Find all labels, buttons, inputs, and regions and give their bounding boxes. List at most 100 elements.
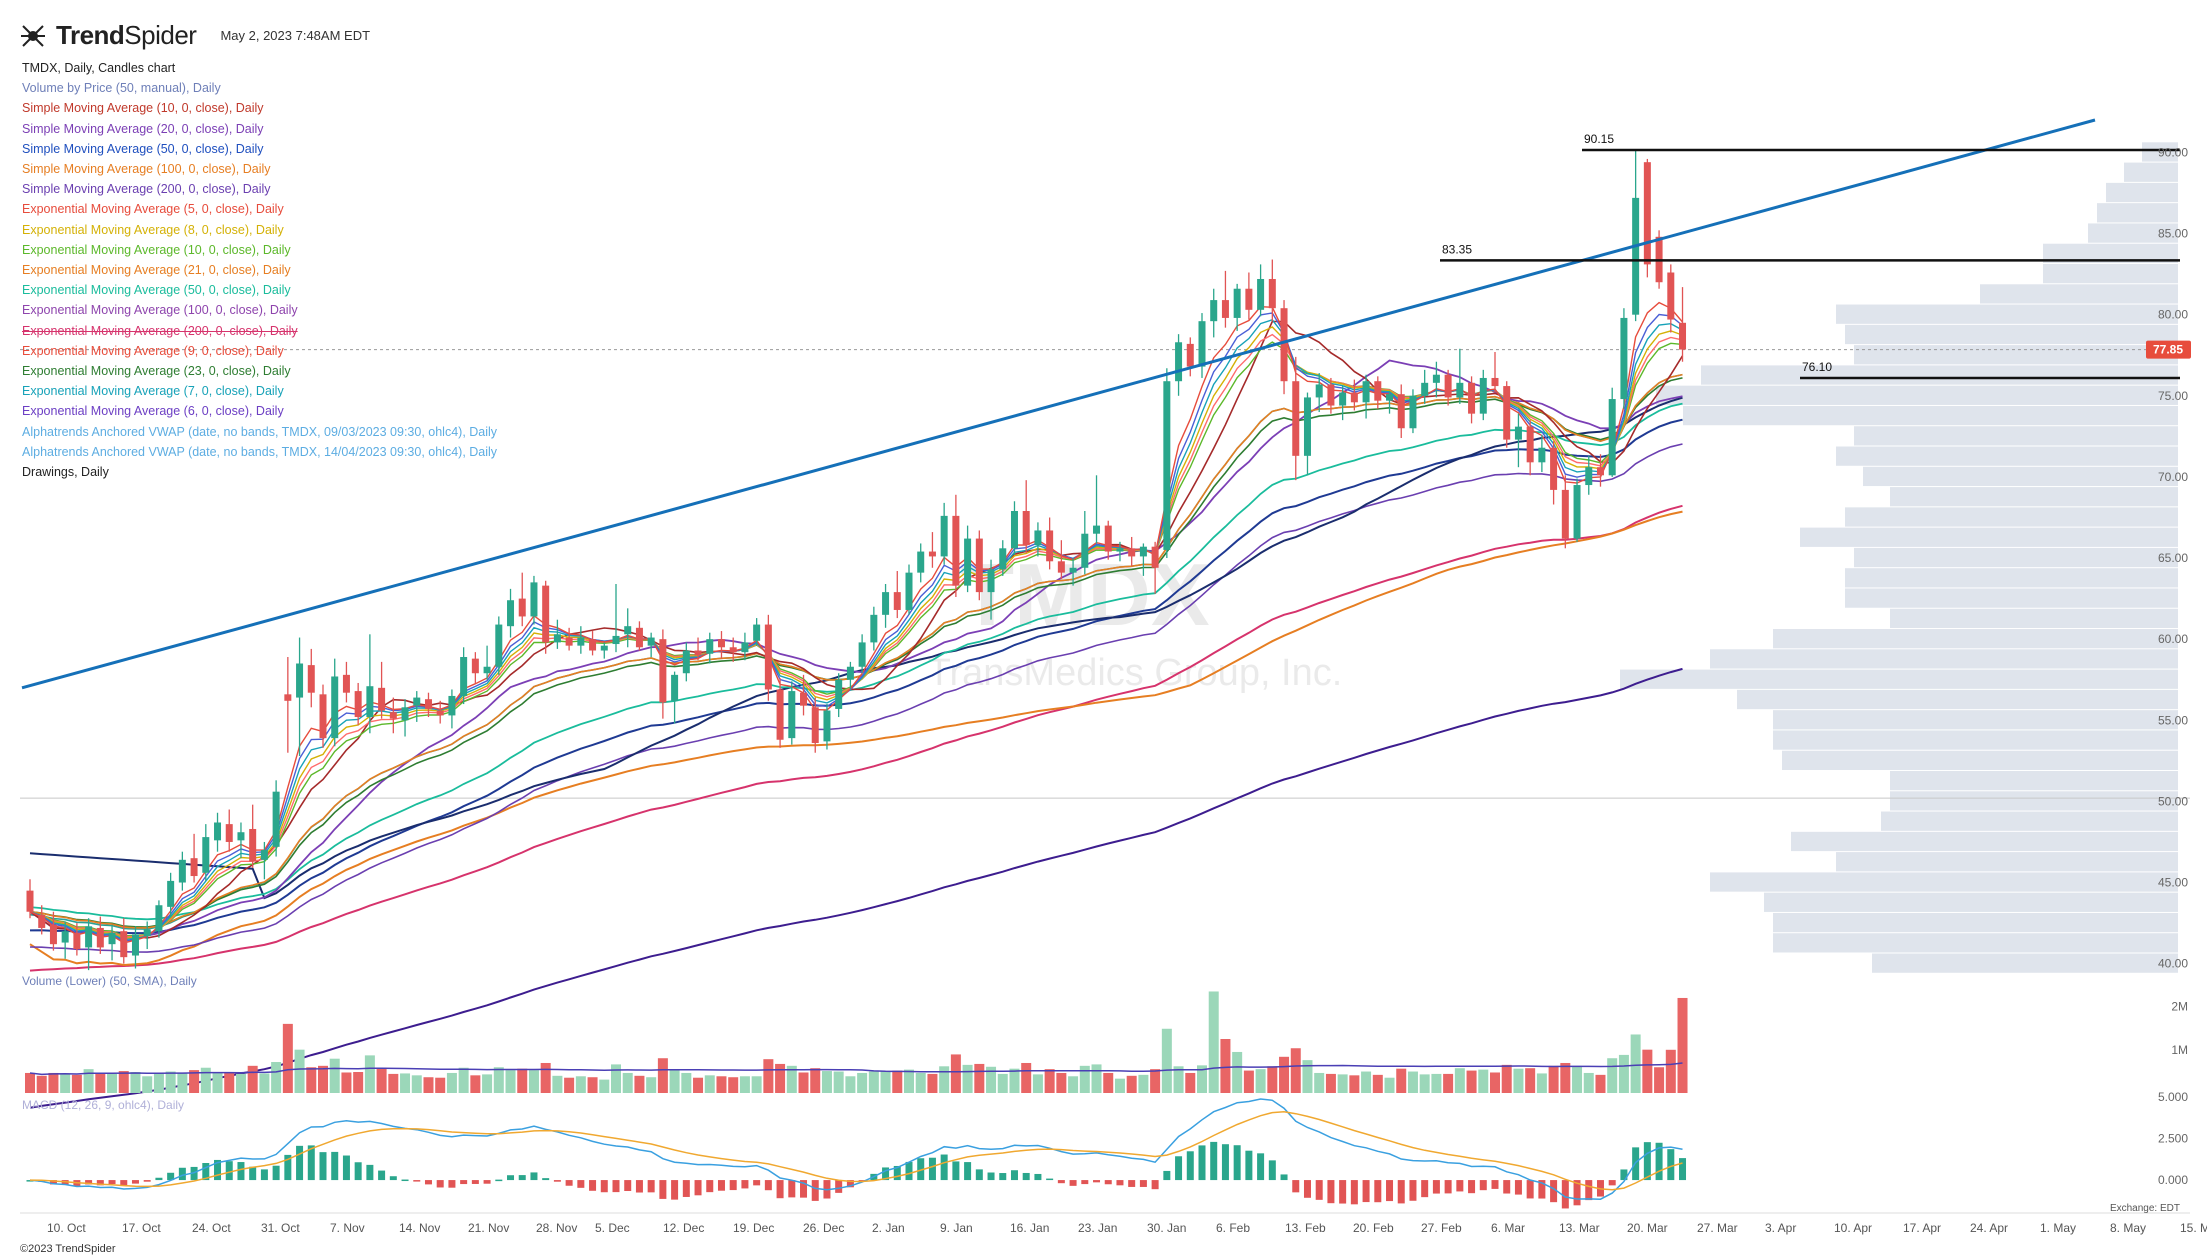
candle [589, 631, 597, 656]
candle-body [1632, 197, 1640, 315]
legend-item[interactable]: Simple Moving Average (50, 0, close), Da… [22, 141, 264, 156]
candle-body [296, 663, 304, 698]
macd-bar [659, 1180, 667, 1199]
macd-bar [764, 1180, 772, 1191]
volume-bar [1021, 1062, 1032, 1093]
macd-bar [1268, 1160, 1276, 1181]
macd-bar [893, 1165, 901, 1181]
volume-bar [1197, 1065, 1207, 1093]
date-tick: 6. Feb [1216, 1221, 1250, 1235]
volume-by-price [1620, 142, 2178, 973]
trendline [21, 118, 2096, 690]
candle-body [1163, 381, 1171, 550]
macd-bar [1104, 1180, 1112, 1185]
macd-bar [1069, 1180, 1077, 1186]
legend-item[interactable]: Exponential Moving Average (6, 0, close)… [22, 404, 284, 419]
vbp-bar [1980, 284, 2178, 304]
candle-body [331, 676, 339, 739]
volume-bar [1372, 1074, 1383, 1093]
candle-body [764, 624, 772, 690]
candle-body [741, 642, 749, 653]
legend-item[interactable]: Simple Moving Average (20, 0, close), Da… [22, 121, 264, 136]
macd-bar [1421, 1180, 1429, 1198]
volume-bar [388, 1073, 399, 1093]
macd-bar [1210, 1141, 1218, 1181]
volume-bar [1548, 1065, 1559, 1093]
candle-body [1397, 394, 1405, 429]
volume-bar [1032, 1074, 1043, 1093]
candle [553, 619, 561, 649]
candle-body [846, 666, 854, 680]
candle-body [120, 931, 128, 958]
candle [331, 658, 339, 747]
vbp-bar [1845, 588, 2178, 608]
volume-bar [411, 1075, 422, 1093]
volume-bar [1267, 1066, 1278, 1093]
candle-body [1362, 381, 1370, 403]
legend-item[interactable]: Alphatrends Anchored VWAP (date, no band… [22, 444, 498, 459]
legend-item[interactable]: Exponential Moving Average (23, 0, close… [22, 364, 291, 379]
candle [1210, 288, 1218, 338]
volume-bar [60, 1073, 71, 1093]
candle-body [190, 858, 198, 877]
legend-item[interactable]: Exponential Moving Average (100, 0, clos… [22, 303, 298, 318]
candle [1151, 541, 1159, 594]
legend-item[interactable]: Simple Moving Average (100, 0, close), D… [22, 162, 271, 177]
legend-item[interactable]: Exponential Moving Average (5, 0, close)… [22, 202, 284, 217]
candle-body [507, 600, 515, 627]
candle [108, 924, 116, 961]
candle [975, 530, 983, 601]
legend-item[interactable]: Alphatrends Anchored VWAP (date, no band… [22, 424, 498, 439]
candle-body [1081, 533, 1089, 568]
ma-line [29, 667, 1683, 1109]
legend-item[interactable]: Exponential Moving Average (21, 0, close… [22, 263, 291, 278]
legend-item[interactable]: Exponential Moving Average (8, 0, close)… [22, 222, 284, 237]
candle-body [928, 551, 936, 557]
vbp-bar [2097, 203, 2178, 223]
candle [624, 608, 632, 648]
legend-item[interactable]: Simple Moving Average (200, 0, close), D… [22, 182, 271, 197]
candle [1093, 475, 1101, 544]
candle-body [96, 927, 104, 948]
legend-item[interactable]: Volume by Price (50, manual), Daily [22, 81, 221, 96]
candle [131, 926, 139, 969]
date-tick: 27. Mar [1697, 1221, 1738, 1235]
candle [155, 900, 163, 938]
legend-item[interactable]: Exponential Moving Average (7, 0, close)… [22, 384, 284, 399]
candle [823, 704, 831, 750]
candle [85, 918, 93, 971]
candle [1456, 348, 1464, 404]
macd-bar [214, 1159, 222, 1181]
price-tick: 85.00 [2158, 227, 2188, 241]
vbp-bar [1836, 852, 2178, 872]
vbp-bar [1872, 953, 2178, 973]
candle-body [424, 699, 432, 709]
candle [448, 689, 456, 729]
volume-bar [1243, 1070, 1254, 1093]
vbp-bar [1845, 568, 2178, 588]
candle [1432, 361, 1440, 398]
volume-bar [950, 1054, 961, 1093]
volume-bar [1103, 1072, 1114, 1093]
volume-bar [552, 1075, 563, 1093]
candle-body [1561, 489, 1569, 539]
candle-body [600, 645, 608, 651]
ma-line [29, 320, 1684, 939]
volume-bar [1431, 1073, 1442, 1093]
legend-item[interactable]: Exponential Moving Average (9, 0, close)… [22, 343, 284, 358]
legend-item[interactable]: Exponential Moving Average (10, 0, close… [22, 242, 291, 257]
date-tick: 17. Oct [122, 1221, 161, 1235]
candle-body [882, 592, 890, 615]
macd-bar [565, 1180, 573, 1186]
legend-item[interactable]: Simple Moving Average (10, 0, close), Da… [22, 101, 264, 116]
candle [1303, 392, 1311, 476]
legend-item[interactable]: Drawings, Daily [22, 465, 109, 480]
macd-bar [1643, 1142, 1651, 1181]
legend-item[interactable]: Exponential Moving Average (200, 0, clos… [22, 323, 298, 338]
volume-bar [599, 1079, 610, 1093]
candle-body [495, 624, 503, 667]
macd-bar [1292, 1180, 1300, 1193]
legend-item[interactable]: Exponential Moving Average (50, 0, close… [22, 283, 291, 298]
